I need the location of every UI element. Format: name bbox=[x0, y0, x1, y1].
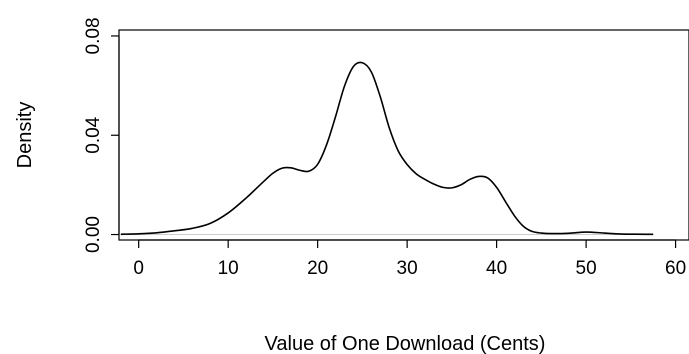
x-tick-label: 20 bbox=[307, 258, 328, 279]
x-tick-label: 30 bbox=[397, 258, 418, 279]
x-tick-label: 50 bbox=[576, 258, 597, 279]
density-curve bbox=[120, 61, 654, 236]
plot-frame bbox=[118, 29, 689, 241]
x-axis-title: Value of One Download (Cents) bbox=[265, 333, 546, 354]
x-axis: 0 10 20 30 40 50 60 bbox=[133, 239, 686, 279]
y-axis: 0.00 0.04 0.08 bbox=[83, 17, 120, 253]
x-tick-label: 40 bbox=[486, 258, 507, 279]
x-tick-label: 60 bbox=[665, 258, 686, 279]
x-tick-label: 10 bbox=[218, 258, 239, 279]
y-tick-label: 0.04 bbox=[83, 116, 104, 153]
x-tick-label: 0 bbox=[133, 258, 144, 279]
y-axis-title: Density bbox=[14, 102, 36, 169]
y-tick-label: 0.00 bbox=[83, 216, 104, 253]
y-tick-label: 0.08 bbox=[83, 17, 104, 54]
